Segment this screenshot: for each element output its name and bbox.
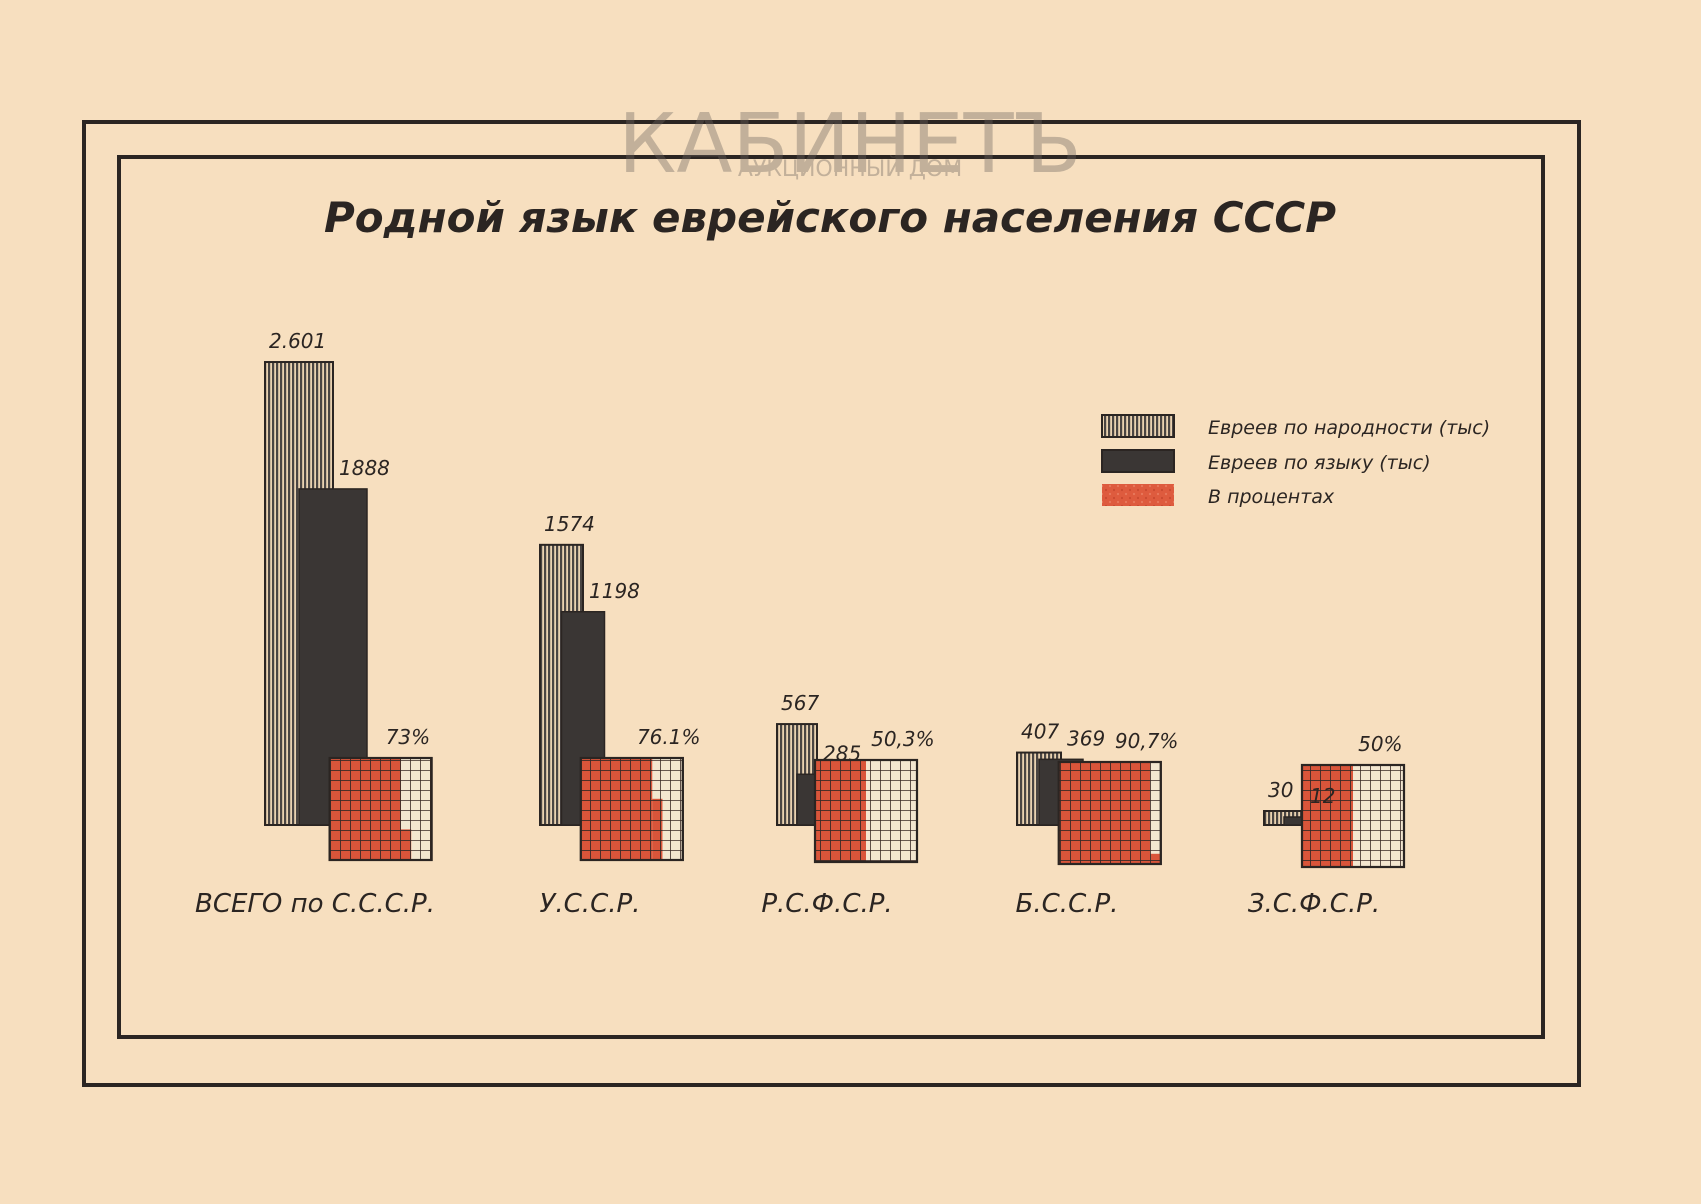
label-percent-1: 76.1% — [637, 725, 701, 749]
percent-fill-extra-1 — [652, 798, 663, 860]
percent-fill-extra-3 — [1150, 853, 1161, 864]
percent-fill-0 — [329, 758, 401, 860]
inner-frame — [117, 155, 1545, 1039]
label-population-2: 567 — [781, 691, 819, 715]
percent-fill-1 — [580, 758, 653, 860]
percent-square-border-1 — [579, 756, 684, 862]
legend: Евреев по народности (тыс) Евреев по язык… — [1101, 414, 1490, 508]
watermark: КАБИНЕТЪ АУКЦИОННЫЙ ДОМ — [618, 97, 1082, 192]
label-population-1: 1574 — [544, 512, 595, 536]
label-language-0: 1888 — [339, 456, 390, 480]
label-percent-4: 50% — [1358, 732, 1402, 756]
legend-swatch-0 — [1101, 414, 1175, 438]
category-label-2: Р.С.Ф.С.Р. — [761, 889, 892, 919]
label-language-1: 1198 — [589, 579, 640, 603]
bars-layer — [264, 361, 1406, 869]
legend-label-1: Евреев по языку (тыс) — [1208, 452, 1431, 474]
label-percent-0: 73% — [386, 725, 430, 749]
label-language-3: 369 — [1067, 726, 1105, 750]
percent-fill-3 — [1058, 762, 1151, 864]
label-percent-3: 90,7% — [1115, 729, 1179, 753]
percent-square-border-4 — [1300, 763, 1406, 869]
label-percent-2: 50,3% — [871, 727, 935, 751]
label-population-4: 30 — [1268, 778, 1293, 802]
percent-fill-2 — [815, 760, 866, 862]
label-language-2: 285 — [823, 741, 861, 765]
legend-swatch-1 — [1101, 449, 1175, 473]
category-label-1: У.С.С.Р. — [540, 889, 641, 919]
label-language-4: 12 — [1310, 784, 1335, 808]
percent-square-border-2 — [813, 758, 919, 864]
outer-frame — [82, 120, 1581, 1087]
label-population-3: 407 — [1021, 720, 1059, 744]
percent-square-border-3 — [1057, 760, 1162, 866]
category-label-0: ВСЕГО по С.С.С.Р. — [195, 889, 435, 919]
legend-swatch-2 — [1102, 484, 1174, 506]
legend-label-0: Евреев по народности (тыс) — [1208, 417, 1490, 439]
percent-square-border-0 — [328, 756, 433, 862]
label-population-0: 2.601 — [269, 329, 326, 353]
chart-title: Родной язык еврейского населения СССР — [324, 193, 1336, 242]
percent-fill-4 — [1302, 765, 1353, 867]
category-label-3: Б.С.С.Р. — [1016, 889, 1119, 919]
legend-label-2: В процентах — [1208, 486, 1335, 508]
watermark-subtitle: АУКЦИОННЫЙ ДОМ — [738, 156, 962, 182]
category-label-4: З.С.Ф.С.Р. — [1248, 889, 1380, 919]
watermark-name: КАБИНЕТЪ — [618, 97, 1082, 192]
labels-layer: 2.601 1888 73% ВСЕГО по С.С.С.Р. 1574 1198 76.… — [195, 329, 1403, 919]
percent-fill-extra-0 — [401, 829, 412, 860]
